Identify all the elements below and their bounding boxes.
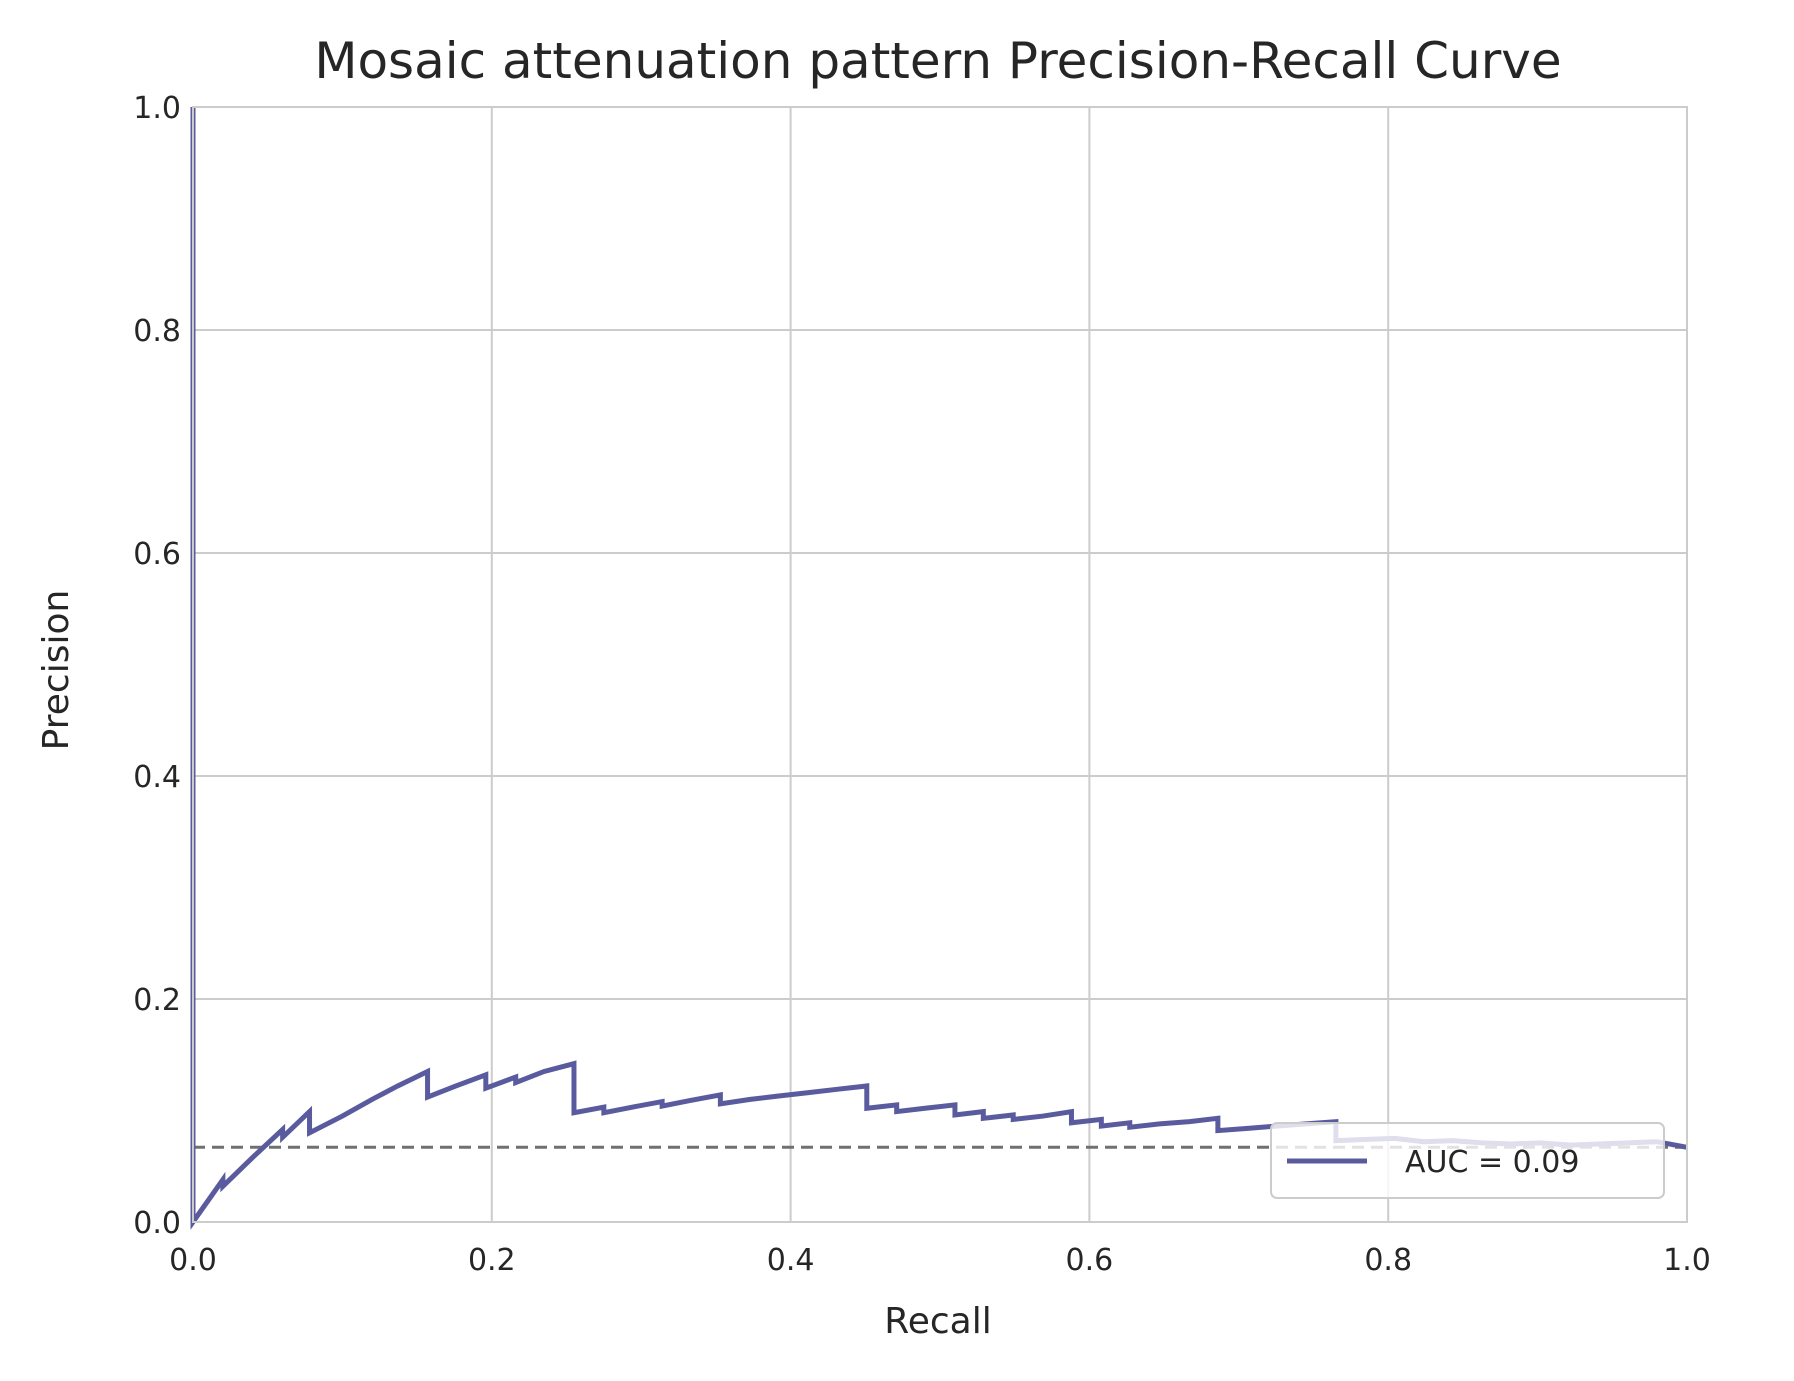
x-tick-labels: 0.0 0.2 0.4 0.6 0.8 1.0 [169,1243,1711,1278]
y-tick-label: 0.4 [133,760,181,795]
legend: AUC = 0.09 [1270,1122,1665,1199]
x-tick-label: 1.0 [1663,1243,1711,1278]
x-tick-label: 0.0 [169,1243,217,1278]
y-tick-labels: 0.0 0.2 0.4 0.6 0.8 1.0 [133,91,181,1241]
x-tick-label: 0.6 [1066,1243,1114,1278]
legend-label: AUC = 0.09 [1405,1145,1579,1180]
y-tick-label: 0.6 [133,537,181,572]
y-tick-label: 0.8 [133,314,181,349]
grid-lines [192,106,1688,1223]
plot-frame [192,106,1688,1223]
x-axis-label: Recall [884,1301,991,1342]
x-tick-label: 0.8 [1364,1243,1412,1278]
legend-box [1270,1122,1665,1199]
y-tick-label: 0.0 [133,1206,181,1241]
axes-spines [192,106,1688,1223]
x-tick-label: 0.4 [767,1243,815,1278]
x-tick-label: 0.2 [468,1243,516,1278]
y-tick-label: 1.0 [133,91,181,126]
chart-title: Mosaic attenuation pattern Precision-Rec… [314,32,1561,90]
y-tick-label: 0.2 [133,983,181,1018]
y-axis-label: Precision [36,590,77,751]
